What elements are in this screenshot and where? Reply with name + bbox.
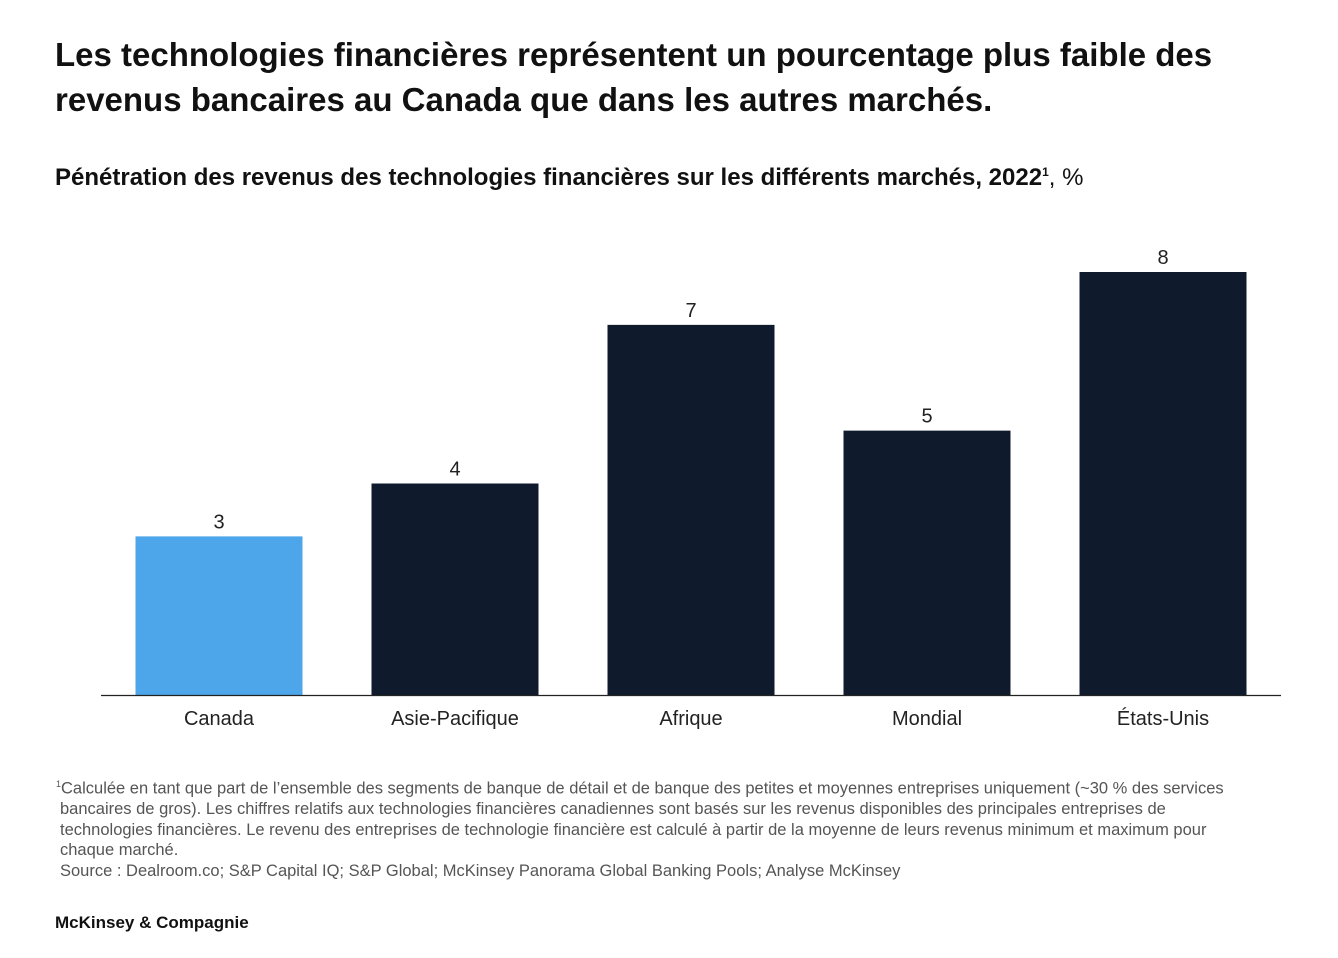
- footnote-mark: 1: [56, 779, 62, 789]
- data-label: 4: [449, 459, 460, 481]
- data-label: 7: [685, 300, 696, 322]
- footnotes: 1Calculée en tant que part de l’ensemble…: [56, 774, 1224, 881]
- category-label: Asie-Pacifique: [391, 708, 519, 730]
- footnote-text: Calculée en tant que part de l’ensemble …: [61, 779, 1224, 798]
- data-label: 3: [213, 511, 224, 533]
- footnote-line: technologies financières. Le revenu des …: [60, 820, 1207, 839]
- category-label: Mondial: [892, 708, 962, 730]
- bar-canada: [135, 536, 303, 695]
- subtitle-unit: , %: [1048, 164, 1084, 191]
- bar-états-unis: [1079, 272, 1247, 695]
- footnote-line: bancaires de gros). Les chiffres relatif…: [60, 800, 1166, 818]
- bar-chart: 3 Canada 4 Asie-Pacifique 7 Afrique 5 Mondial 8 É…: [101, 247, 1281, 730]
- subtitle-footnote-mark: 1: [1042, 165, 1049, 179]
- subtitle-text: Pénétration des revenus des technologies…: [55, 164, 1043, 191]
- bar-asie-pacifique: [371, 483, 539, 695]
- data-label: 5: [921, 406, 932, 428]
- category-label: États-Unis: [1117, 707, 1209, 730]
- source-line: Source : Dealroom.co; S&P Capital IQ; S&…: [60, 861, 901, 880]
- bar-mondial: [843, 430, 1011, 695]
- brand-logo-text: McKinsey & Compagnie: [55, 913, 249, 932]
- bar-afrique: [607, 324, 775, 695]
- chart-subtitle: Pénétration des revenus des technologies…: [55, 164, 1083, 192]
- footnote-line: 1Calculée en tant que part de l’ensemble…: [56, 774, 1224, 799]
- category-label: Canada: [184, 708, 255, 730]
- category-label: Afrique: [659, 708, 722, 730]
- footnote-line: chaque marché.: [60, 841, 179, 859]
- chart-title: Les technologies financières représenten…: [55, 36, 1213, 118]
- data-label: 8: [1157, 247, 1168, 269]
